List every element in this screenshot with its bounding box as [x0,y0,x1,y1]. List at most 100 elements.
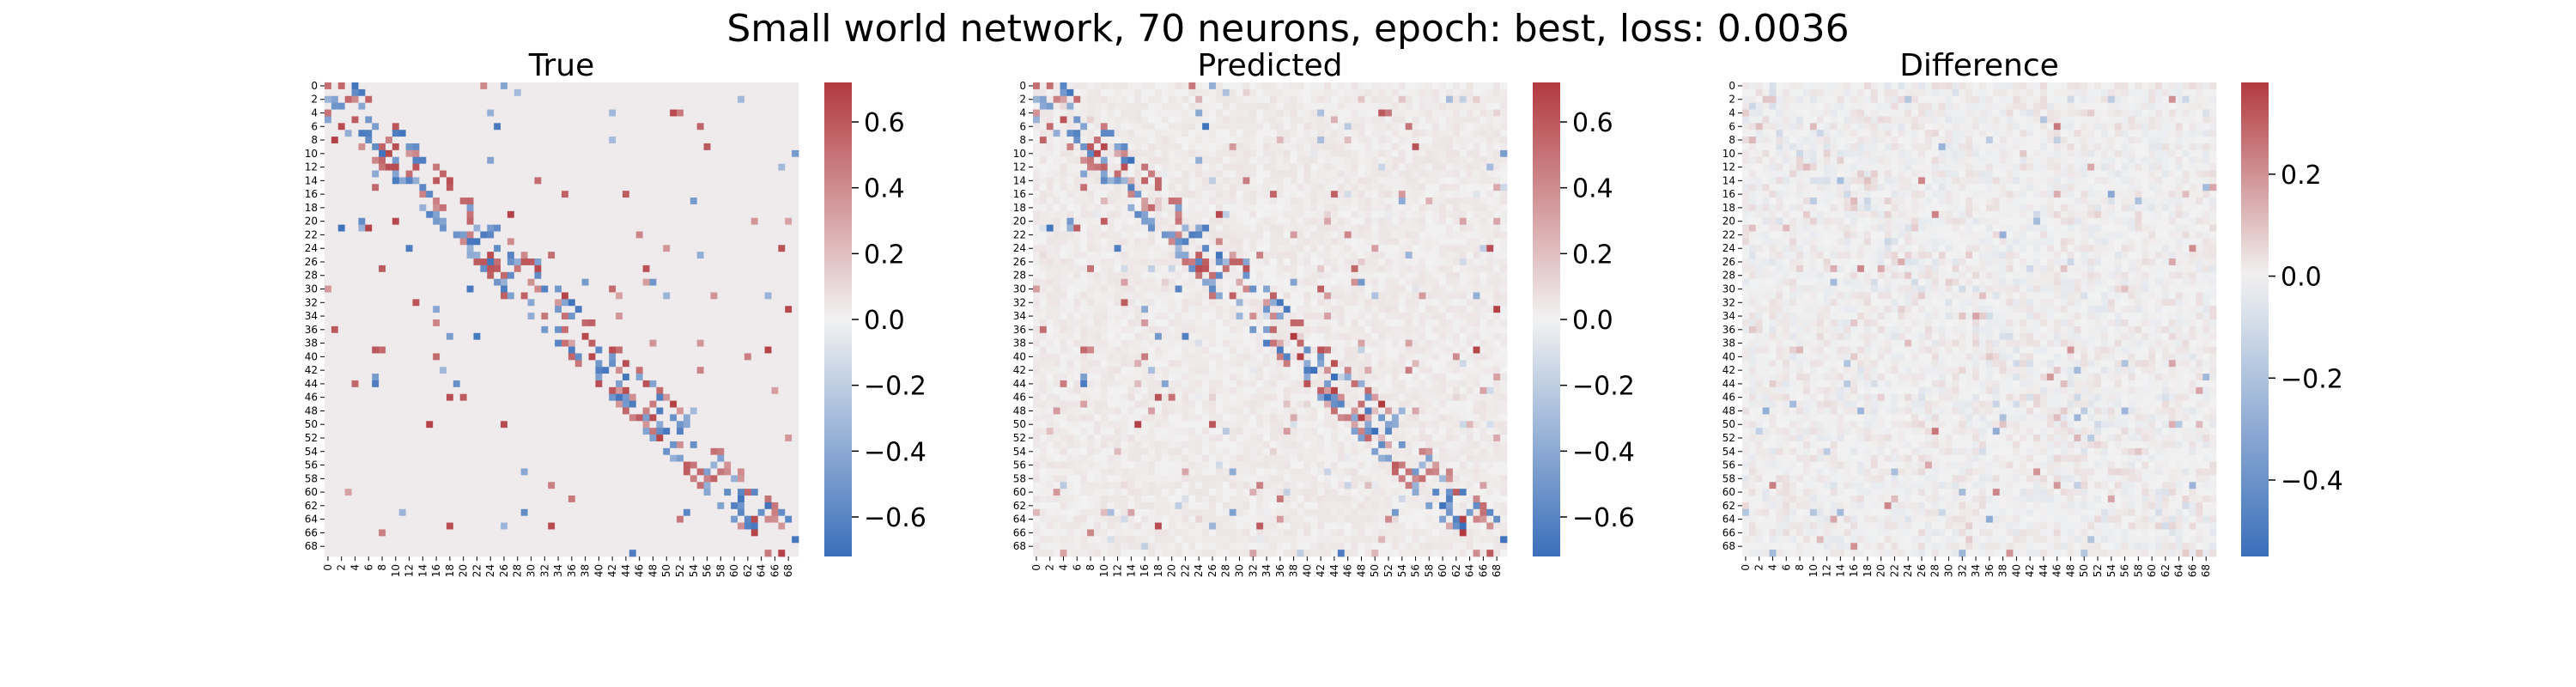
heatmap-cell [738,184,745,192]
heatmap-cell [459,130,467,137]
heatmap-cell [419,393,427,402]
heatmap-cell [379,435,386,442]
heatmap-cell [778,264,786,273]
heatmap-cell [555,264,562,273]
heatmap-cell [731,353,738,361]
heatmap-cell [379,346,386,354]
heatmap-cell [412,346,420,354]
heatmap-cell [426,95,434,104]
heatmap-cell [548,217,556,225]
heatmap-cell [562,360,569,368]
heatmap-cell [663,319,671,327]
heatmap-cell [696,264,704,273]
heatmap-cell [534,339,542,347]
heatmap-cell [520,529,528,537]
heatmap-cell [622,149,630,158]
heatmap-cell [710,468,718,476]
heatmap-cell [616,393,623,402]
heatmap-cell [764,238,772,246]
heatmap-cell [534,353,542,361]
heatmap-cell [459,441,467,449]
heatmap-cell [616,435,623,442]
heatmap-cell [385,522,393,530]
heatmap-cell [385,489,393,496]
heatmap-cell [392,278,400,286]
heatmap-cell [731,461,738,469]
heatmap-cell [337,231,346,239]
heatmap-cell [507,130,515,137]
heatmap-cell [487,143,495,151]
heatmap-cell [750,454,759,462]
heatmap-cell [568,116,576,124]
heatmap-cell [555,191,562,198]
heatmap-cell [635,278,644,286]
heatmap-cell [602,102,610,110]
heatmap-cell [379,252,386,259]
heatmap-cell [568,386,576,395]
heatmap-cell [473,374,481,381]
y-tick-label: 46 [305,392,318,404]
heatmap-cell [629,177,637,185]
heatmap-cell [466,231,474,239]
heatmap-cell [426,407,434,415]
heatmap-cell [527,156,535,165]
heatmap-cell [548,325,556,334]
heatmap-cell [696,536,704,544]
heatmap-cell [372,123,380,131]
heatmap-cell [548,428,556,435]
heatmap-cell [785,191,793,198]
heatmap-cell [703,130,711,137]
heatmap-cell [325,102,332,110]
heatmap-cell [581,245,589,252]
heatmap-cell [568,325,576,334]
heatmap-cell [703,447,711,456]
heatmap-cell [656,163,664,171]
heatmap-cell [574,489,583,496]
heatmap-cell [365,386,373,395]
heatmap-cell [440,400,447,408]
heatmap-cell [635,325,644,334]
heatmap-cell [683,495,691,503]
heatmap-cell [480,380,488,388]
heatmap-cell [520,88,528,97]
heatmap-cell [466,238,474,246]
heatmap-cell [574,156,583,165]
heatmap-cell [555,156,562,165]
heatmap-cell [602,109,610,117]
heatmap-cell [419,184,427,192]
heatmap-cell [487,421,495,429]
heatmap-cell [757,95,765,104]
heatmap-cell [527,204,535,212]
heatmap-cell [527,264,535,273]
heatmap-cell [710,332,718,341]
heatmap-cell [696,210,704,219]
heatmap-cell [778,325,786,334]
heatmap-cell [785,306,793,313]
heatmap-cell [344,447,352,456]
heatmap-cell [426,502,434,510]
heatmap-cell [440,271,447,280]
heatmap-cell [337,441,346,449]
heatmap-cell [541,374,549,381]
heatmap-cell [757,447,765,456]
heatmap-cell [433,529,440,537]
heatmap-cell [738,374,745,381]
heatmap-cell [629,191,637,198]
heatmap-cell [609,346,617,354]
heatmap-cell [656,109,664,117]
heatmap-cell [744,224,752,232]
heatmap-cell [703,313,711,320]
heatmap-cell [616,271,623,280]
heatmap-cell [385,550,393,557]
heatmap-cell [656,482,664,489]
heatmap-cell [466,306,474,313]
heatmap-cell [568,292,576,300]
heatmap-cell [690,421,698,429]
heatmap-cell [392,292,400,300]
heatmap-cell [724,271,732,280]
heatmap-cell [642,374,650,381]
heatmap-cell [703,149,711,158]
heatmap-cell [588,238,596,246]
heatmap-cell [513,435,522,442]
heatmap-cell [764,536,772,544]
